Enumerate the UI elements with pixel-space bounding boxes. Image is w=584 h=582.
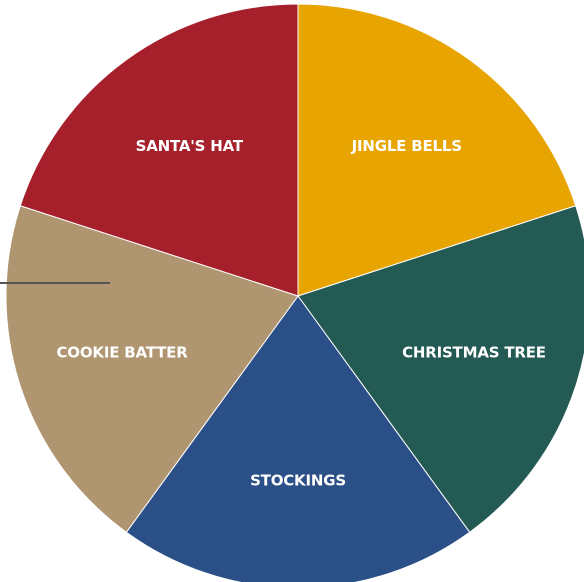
pie-slice-santa-s-hat [19,3,299,297]
slice-label-stockings: STOCKINGS [250,472,346,490]
pie-slices [5,3,584,582]
slice-label-christmas-tree: CHRISTMAS TREE [402,344,546,362]
slice-label-jingle-bells: JINGLE BELLS [351,137,462,155]
pie-slice-jingle-bells [297,3,577,297]
pie-labels: JINGLE BELLS CHRISTMAS TREE STOCKINGS COOKI… [57,137,547,490]
pie-slice-cookie-batter [5,205,299,533]
slice-label-cookie-batter: COOKIE BATTER [57,344,189,362]
pie-slice-christmas-tree [297,205,584,533]
slice-label-santa-s-hat: SANTA'S HAT [136,137,244,155]
pie-slice-stockings [125,295,471,582]
